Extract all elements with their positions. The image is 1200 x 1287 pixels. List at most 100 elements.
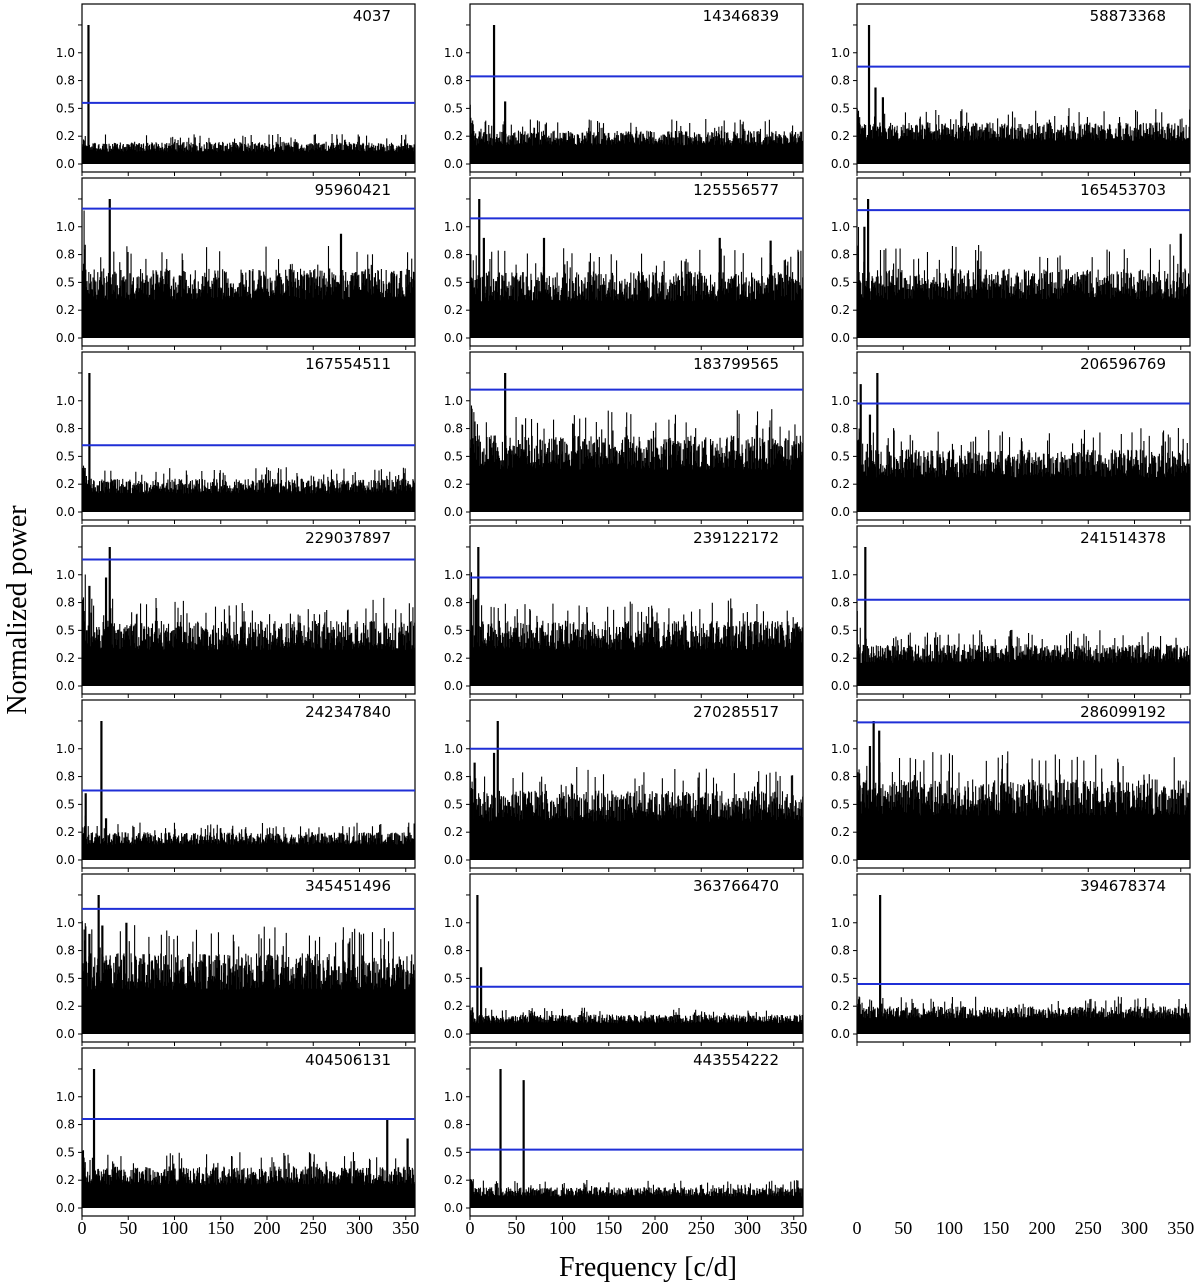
panel-frame	[81, 699, 416, 869]
power-spectrum	[856, 996, 1191, 1034]
y-tick-label: 0.5	[56, 101, 75, 115]
y-tick-label: 0.5	[56, 275, 75, 289]
panel-frame	[469, 351, 804, 521]
x-tick-label: 300	[1121, 1218, 1148, 1238]
y-tick-label: 0.8	[444, 596, 463, 610]
panel-title: 404506131	[305, 1051, 391, 1069]
panel-443554222: 443554222 0.0 0.2 0.5 0.8 1.0	[444, 1047, 804, 1220]
y-tick-label: 0.0	[444, 331, 463, 345]
y-tick-label: 0.8	[56, 596, 75, 610]
power-spectrum	[469, 572, 804, 686]
x-tick-label: 350	[392, 1218, 419, 1238]
y-tick-label: 0.2	[56, 477, 75, 491]
y-tick-label: 0.0	[831, 1027, 850, 1041]
y-tick-label: 1.0	[831, 916, 850, 930]
power-spectrum	[81, 574, 416, 686]
y-tick-label: 1.0	[831, 220, 850, 234]
y-tick-label: 0.8	[831, 944, 850, 958]
power-spectrum	[81, 921, 416, 1034]
y-tick-label: 0.2	[56, 825, 75, 839]
y-tick-label: 1.0	[444, 916, 463, 930]
x-tick-label: 150	[595, 1218, 622, 1238]
panel-frame	[469, 1047, 804, 1217]
x-tick-labels-col-0: 0 50 100 150 200 250 300 350	[78, 1218, 420, 1238]
panel-title: 58873368	[1090, 7, 1166, 25]
panel-frame	[469, 3, 804, 173]
x-tick-label: 0	[466, 1218, 475, 1238]
y-tick-label: 0.8	[831, 74, 850, 88]
panel-frame	[469, 873, 804, 1043]
y-tick-label: 0.0	[444, 157, 463, 171]
y-tick-label: 1.0	[56, 916, 75, 930]
panel-frame	[81, 3, 416, 173]
x-tick-label: 350	[1167, 1218, 1194, 1238]
y-tick-label: 0.2	[831, 999, 850, 1013]
y-tick-label: 0.0	[56, 1027, 75, 1041]
x-tick-labels-col-1: 0 50 100 150 200 250 300 350	[466, 1218, 808, 1238]
x-tick-label: 0	[78, 1218, 87, 1238]
y-tick-label: 0.0	[56, 853, 75, 867]
panel-165453703: 165453703 0.0 0.2 0.5 0.8 1.0	[831, 177, 1191, 350]
power-spectrum	[856, 108, 1191, 164]
panel-title: 270285517	[693, 703, 779, 721]
panel-title: 345451496	[305, 877, 391, 895]
panel-title: 229037897	[305, 529, 391, 547]
power-spectrum	[856, 227, 1191, 338]
y-tick-label: 1.0	[831, 568, 850, 582]
panel-345451496: 345451496 0.0 0.2 0.5 0.8 1.0	[56, 873, 416, 1046]
power-spectrum	[81, 1150, 416, 1208]
x-tick-label: 350	[780, 1218, 807, 1238]
panel-229037897: 229037897 0.0 0.2 0.5 0.8 1.0	[56, 525, 416, 698]
y-tick-label: 1.0	[831, 742, 850, 756]
y-tick-label: 0.2	[444, 825, 463, 839]
power-spectrum	[856, 611, 1191, 686]
y-tick-label: 0.2	[444, 651, 463, 665]
y-tick-label: 0.2	[831, 477, 850, 491]
y-tick-label: 0.2	[56, 651, 75, 665]
y-tick-label: 1.0	[56, 220, 75, 234]
y-tick-label: 0.8	[56, 944, 75, 958]
y-tick-label: 0.5	[444, 1145, 463, 1159]
panel-title: 443554222	[693, 1051, 779, 1069]
x-tick-label: 300	[734, 1218, 761, 1238]
y-tick-label: 0.0	[56, 1201, 75, 1215]
y-tick-label: 0.5	[831, 971, 850, 985]
panel-title: 286099192	[1080, 703, 1166, 721]
x-tick-labels-col-2: 0 50 100 150 200 250 300 350	[853, 1218, 1195, 1238]
y-tick-label: 0.2	[831, 651, 850, 665]
power-spectrum	[81, 210, 416, 338]
power-spectrum	[469, 767, 804, 860]
y-tick-label: 0.2	[56, 999, 75, 1013]
x-tick-label: 200	[642, 1218, 669, 1238]
power-spectrum	[469, 405, 804, 512]
y-tick-label: 1.0	[444, 220, 463, 234]
y-tick-label: 0.2	[444, 477, 463, 491]
x-tick-label: 100	[549, 1218, 576, 1238]
y-tick-label: 0.8	[444, 248, 463, 262]
x-tick-label: 150	[982, 1218, 1009, 1238]
power-spectrum	[856, 427, 1191, 512]
panel-title: 206596769	[1080, 355, 1166, 373]
y-tick-label: 0.0	[444, 1027, 463, 1041]
y-tick-label: 1.0	[444, 1090, 463, 1104]
y-tick-label: 0.5	[444, 797, 463, 811]
panel-title: 167554511	[305, 355, 391, 373]
y-tick-label: 0.2	[831, 303, 850, 317]
x-tick-label: 250	[688, 1218, 715, 1238]
y-tick-label: 1.0	[56, 568, 75, 582]
y-tick-label: 0.0	[56, 331, 75, 345]
y-tick-label: 0.0	[831, 853, 850, 867]
panel-title: 165453703	[1080, 181, 1166, 199]
panel-286099192: 286099192 0.0 0.2 0.5 0.8 1.0	[831, 699, 1191, 872]
panel-title: 363766470	[693, 877, 779, 895]
panel-title: 394678374	[1080, 877, 1166, 895]
y-tick-label: 0.0	[831, 679, 850, 693]
power-spectrum	[469, 1007, 804, 1034]
y-tick-label: 0.8	[56, 1118, 75, 1132]
y-tick-label: 0.8	[444, 770, 463, 784]
panel-frame	[81, 1047, 416, 1217]
power-spectrum	[469, 1178, 804, 1208]
y-tick-label: 1.0	[444, 394, 463, 408]
x-tick-label: 250	[1075, 1218, 1102, 1238]
panel-title: 4037	[353, 7, 391, 25]
